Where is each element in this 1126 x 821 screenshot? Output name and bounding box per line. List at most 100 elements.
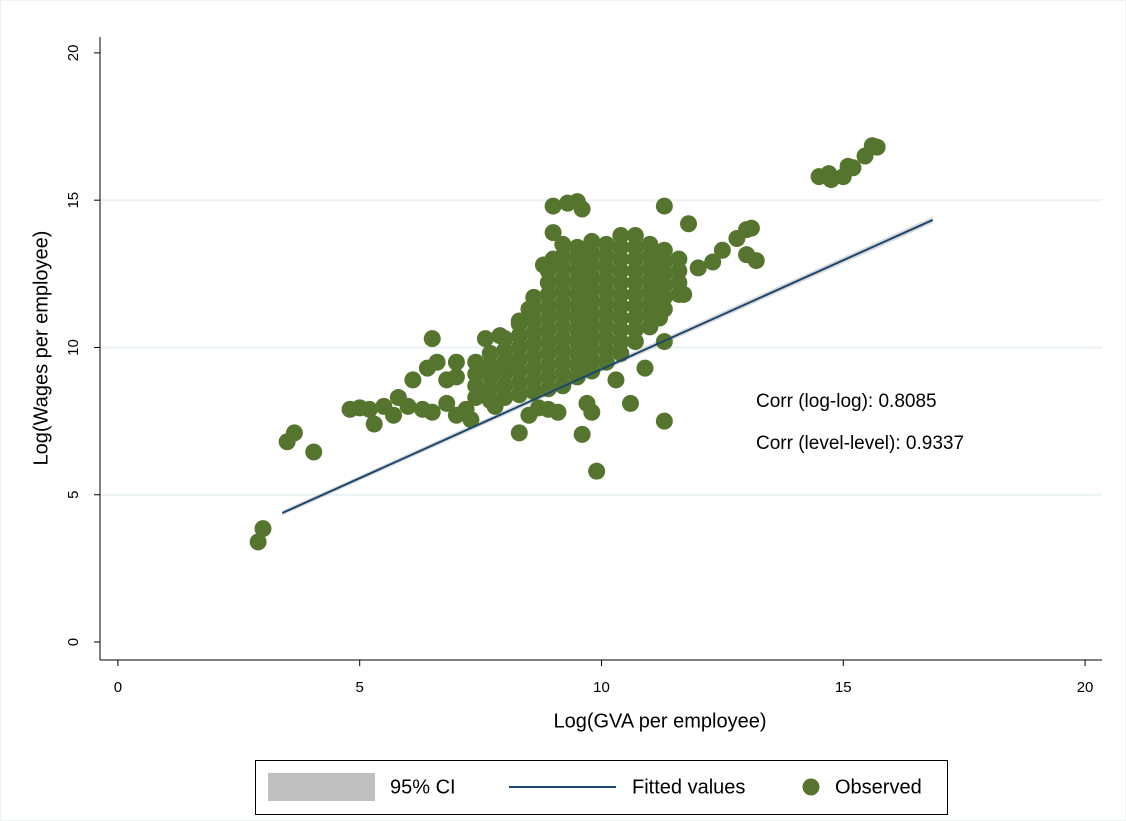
point [612,274,630,292]
point [404,371,422,389]
point [568,356,586,374]
point [554,318,572,336]
y-tick-label: 10 [65,339,82,356]
point [254,520,272,538]
point [554,247,572,265]
point [670,250,688,268]
point [583,291,601,309]
point [626,333,644,351]
point [626,238,644,256]
point [670,285,688,303]
point [583,327,601,345]
point [597,318,615,336]
point [496,353,514,371]
point [539,321,557,339]
point [525,288,543,306]
point [597,235,615,253]
point [539,368,557,386]
point [583,338,601,356]
point [554,235,572,253]
point [496,330,514,348]
point [670,262,688,280]
point [467,365,485,383]
point [481,344,499,362]
point [597,259,615,277]
point [612,227,630,245]
point [510,315,528,333]
point [481,356,499,374]
point [704,253,722,271]
point [510,362,528,380]
point [539,380,557,398]
x-tick-label: 15 [835,679,852,696]
point [496,341,514,359]
point [438,394,456,412]
point [636,359,654,377]
point [568,321,586,339]
point [462,411,480,429]
point [583,350,601,368]
point [578,394,596,412]
point [554,259,572,277]
point [597,353,615,371]
point [510,327,528,345]
point [597,294,615,312]
x-axis-title: Log(GVA per employee) [553,710,766,732]
point [510,424,528,442]
point [423,403,441,421]
point [597,306,615,324]
point [568,262,586,280]
point [525,347,543,365]
point [713,241,731,259]
point [597,341,615,359]
y-axis-title: Log(Wages per employee) [30,231,52,466]
point [641,294,659,312]
point [539,309,557,327]
point [525,383,543,401]
point [597,247,615,265]
legend-label: Fitted values [632,776,745,798]
point [747,252,765,270]
point [360,400,378,418]
x-tick-label: 5 [356,679,364,696]
point [544,197,562,215]
point [285,424,303,442]
point [621,394,639,412]
point [525,371,543,389]
point [476,330,494,348]
point [423,330,441,348]
point [554,330,572,348]
point [597,283,615,301]
point [525,336,543,354]
point [496,377,514,395]
point [467,377,485,395]
point [612,250,630,268]
point [481,380,499,398]
point [612,309,630,327]
point [568,333,586,351]
point [670,274,688,292]
point [481,368,499,386]
point [525,300,543,318]
point [568,297,586,315]
point [568,309,586,327]
point [742,219,760,237]
point [510,374,528,392]
point [568,274,586,292]
point [467,389,485,407]
point [612,297,630,315]
y-tick-label: 20 [65,45,82,62]
point [583,268,601,286]
point [510,338,528,356]
y-tick-label: 0 [65,638,82,646]
point [626,285,644,303]
point [467,353,485,371]
point [539,344,557,362]
point [447,353,465,371]
point [588,462,606,480]
point [568,285,586,303]
point [554,306,572,324]
point [525,312,543,330]
y-tick-label: 5 [65,491,82,499]
point [365,415,383,433]
